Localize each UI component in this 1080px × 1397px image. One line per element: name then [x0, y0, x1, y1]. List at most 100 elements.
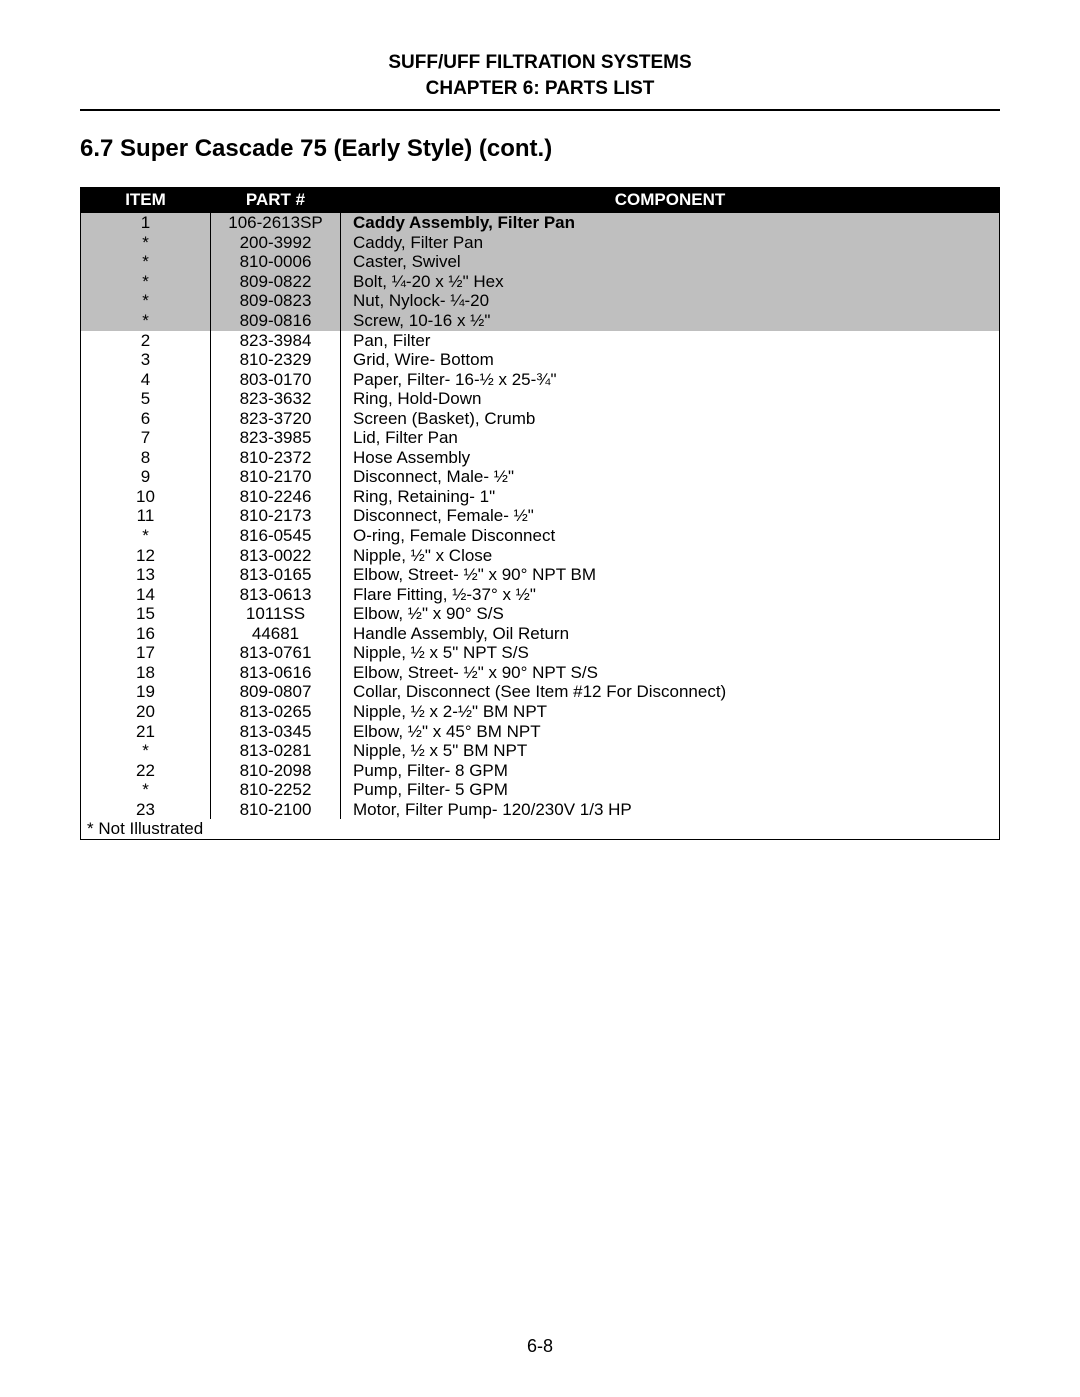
table-row: *810-0006Caster, Swivel: [81, 252, 1000, 272]
cell-item: 4: [81, 370, 211, 390]
table-footnote: * Not Illustrated: [81, 819, 1000, 839]
cell-component: Disconnect, Male- ½": [341, 467, 1000, 487]
cell-item: 1: [81, 213, 211, 233]
table-row: 19809-0807Collar, Disconnect (See Item #…: [81, 682, 1000, 702]
cell-part: 823-3632: [211, 389, 341, 409]
cell-part: 823-3985: [211, 428, 341, 448]
cell-item: *: [81, 741, 211, 761]
table-row: 17813-0761Nipple, ½ x 5" NPT S/S: [81, 643, 1000, 663]
cell-part: 810-2173: [211, 506, 341, 526]
col-header-component: COMPONENT: [341, 188, 1000, 213]
table-row: 11810-2173Disconnect, Female- ½": [81, 506, 1000, 526]
cell-part: 813-0761: [211, 643, 341, 663]
cell-item: *: [81, 311, 211, 331]
cell-item: 19: [81, 682, 211, 702]
cell-part: 809-0807: [211, 682, 341, 702]
cell-part: 813-0616: [211, 663, 341, 683]
cell-component: Nipple, ½ x 5" BM NPT: [341, 741, 1000, 761]
header-line-2: CHAPTER 6: PARTS LIST: [80, 76, 1000, 102]
cell-part: 813-0281: [211, 741, 341, 761]
cell-part: 809-0823: [211, 291, 341, 311]
cell-item: 23: [81, 800, 211, 820]
cell-item: 14: [81, 585, 211, 605]
cell-part: 810-2098: [211, 761, 341, 781]
cell-component: Elbow, Street- ½" x 90° NPT S/S: [341, 663, 1000, 683]
cell-component: Handle Assembly, Oil Return: [341, 624, 1000, 644]
cell-component: Caddy Assembly, Filter Pan: [341, 213, 1000, 233]
cell-component: Lid, Filter Pan: [341, 428, 1000, 448]
cell-part: 1011SS: [211, 604, 341, 624]
cell-component: Hose Assembly: [341, 448, 1000, 468]
table-row: 2823-3984Pan, Filter: [81, 331, 1000, 351]
cell-item: 7: [81, 428, 211, 448]
table-row: 6823-3720Screen (Basket), Crumb: [81, 409, 1000, 429]
cell-item: 13: [81, 565, 211, 585]
table-row: 22810-2098Pump, Filter- 8 GPM: [81, 761, 1000, 781]
cell-part: 813-0022: [211, 546, 341, 566]
table-row: 9810-2170Disconnect, Male- ½": [81, 467, 1000, 487]
cell-component: Nut, Nylock- ¼-20: [341, 291, 1000, 311]
cell-component: Pan, Filter: [341, 331, 1000, 351]
cell-part: 809-0816: [211, 311, 341, 331]
table-row: 7823-3985Lid, Filter Pan: [81, 428, 1000, 448]
table-row: 5823-3632Ring, Hold-Down: [81, 389, 1000, 409]
table-row: 3810-2329Grid, Wire- Bottom: [81, 350, 1000, 370]
cell-component: Ring, Hold-Down: [341, 389, 1000, 409]
cell-component: Ring, Retaining- 1": [341, 487, 1000, 507]
table-row: *813-0281Nipple, ½ x 5" BM NPT: [81, 741, 1000, 761]
cell-component: Collar, Disconnect (See Item #12 For Dis…: [341, 682, 1000, 702]
cell-part: 810-0006: [211, 252, 341, 272]
document-header: SUFF/UFF FILTRATION SYSTEMS CHAPTER 6: P…: [80, 50, 1000, 101]
cell-item: 8: [81, 448, 211, 468]
cell-item: 16: [81, 624, 211, 644]
cell-part: 803-0170: [211, 370, 341, 390]
cell-part: 813-0613: [211, 585, 341, 605]
table-row: 10810-2246Ring, Retaining- 1": [81, 487, 1000, 507]
cell-item: 5: [81, 389, 211, 409]
header-rule: [80, 109, 1000, 111]
page-container: SUFF/UFF FILTRATION SYSTEMS CHAPTER 6: P…: [0, 0, 1080, 1397]
col-header-part: PART #: [211, 188, 341, 213]
cell-component: Pump, Filter- 8 GPM: [341, 761, 1000, 781]
cell-component: Elbow, ½" x 90° S/S: [341, 604, 1000, 624]
parts-table: ITEM PART # COMPONENT 1106-2613SPCaddy A…: [80, 187, 1000, 840]
cell-item: 10: [81, 487, 211, 507]
table-row: *816-0545O-ring, Female Disconnect: [81, 526, 1000, 546]
table-row: 1644681Handle Assembly, Oil Return: [81, 624, 1000, 644]
table-row: 21813-0345Elbow, ½" x 45° BM NPT: [81, 722, 1000, 742]
table-row: 8810-2372Hose Assembly: [81, 448, 1000, 468]
cell-part: 813-0165: [211, 565, 341, 585]
cell-part: 44681: [211, 624, 341, 644]
cell-component: Bolt, ¼-20 x ½" Hex: [341, 272, 1000, 292]
cell-item: 3: [81, 350, 211, 370]
cell-item: 11: [81, 506, 211, 526]
cell-component: Grid, Wire- Bottom: [341, 350, 1000, 370]
cell-item: 12: [81, 546, 211, 566]
table-row: 20813-0265Nipple, ½ x 2-½" BM NPT: [81, 702, 1000, 722]
cell-item: *: [81, 233, 211, 253]
table-row: 23810-2100Motor, Filter Pump- 120/230V 1…: [81, 800, 1000, 820]
cell-component: Disconnect, Female- ½": [341, 506, 1000, 526]
cell-component: Elbow, ½" x 45° BM NPT: [341, 722, 1000, 742]
cell-part: 810-2252: [211, 780, 341, 800]
cell-item: 22: [81, 761, 211, 781]
cell-item: *: [81, 780, 211, 800]
cell-item: 17: [81, 643, 211, 663]
cell-component: Flare Fitting, ½-37° x ½": [341, 585, 1000, 605]
cell-part: 810-2372: [211, 448, 341, 468]
cell-item: 9: [81, 467, 211, 487]
cell-part: 813-0265: [211, 702, 341, 722]
cell-part: 816-0545: [211, 526, 341, 546]
cell-item: 20: [81, 702, 211, 722]
table-row: *809-0822Bolt, ¼-20 x ½" Hex: [81, 272, 1000, 292]
cell-part: 810-2170: [211, 467, 341, 487]
cell-part: 106-2613SP: [211, 213, 341, 233]
cell-part: 200-3992: [211, 233, 341, 253]
cell-part: 810-2100: [211, 800, 341, 820]
table-row: 14813-0613Flare Fitting, ½-37° x ½": [81, 585, 1000, 605]
cell-item: *: [81, 252, 211, 272]
cell-component: Nipple, ½" x Close: [341, 546, 1000, 566]
cell-component: Motor, Filter Pump- 120/230V 1/3 HP: [341, 800, 1000, 820]
section-title: 6.7 Super Cascade 75 (Early Style) (cont…: [80, 135, 1000, 163]
cell-part: 810-2246: [211, 487, 341, 507]
